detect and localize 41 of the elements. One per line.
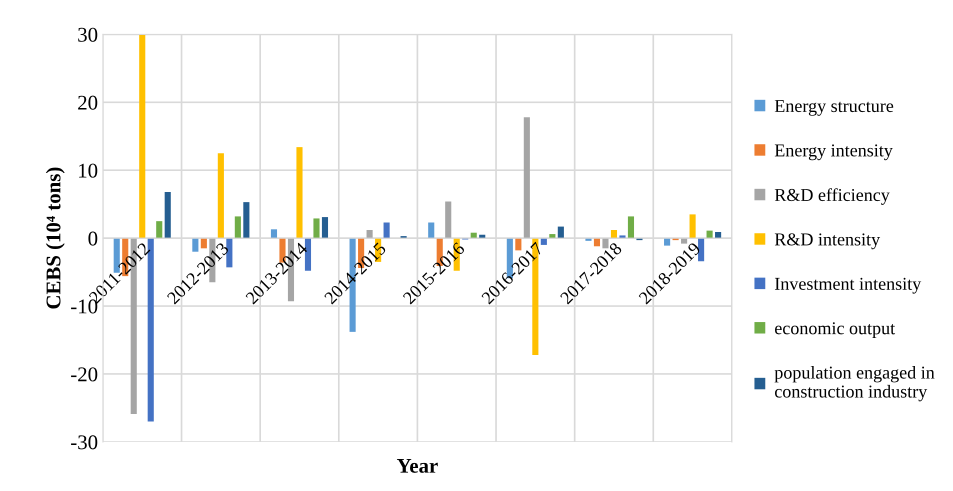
bar: [428, 222, 434, 238]
bar: [322, 217, 328, 238]
bar: [384, 222, 390, 238]
legend-label: Energy intensity: [774, 144, 893, 160]
bar: [479, 234, 486, 238]
legend-label: R&D efficiency: [774, 188, 890, 205]
bar: [585, 238, 592, 241]
y-axis-title: CEBS (10⁴ tons): [46, 168, 65, 309]
y-tick-label: -20: [71, 367, 98, 382]
y-tick-label: 30: [78, 28, 98, 42]
bar: [313, 218, 320, 238]
bar: [296, 147, 303, 238]
legend-label: economic output: [775, 322, 896, 338]
bar: [628, 216, 634, 238]
bar: [445, 201, 452, 238]
bar: [524, 117, 530, 238]
bar: [690, 214, 696, 238]
bar: [243, 202, 250, 238]
bar: [681, 238, 688, 244]
bar: [610, 230, 618, 238]
y-tick-label: -30: [71, 435, 98, 450]
bar: [156, 221, 162, 238]
bar: [540, 238, 547, 245]
bar: [706, 230, 713, 238]
legend-label: population engaged in construction industry: [774, 366, 934, 402]
bar: [164, 192, 171, 238]
x-axis-title: Year: [396, 459, 438, 473]
y-tick-label: 20: [78, 96, 98, 110]
bar: [470, 232, 477, 238]
bar: [558, 226, 564, 238]
bar: [218, 153, 224, 238]
y-tick-label: 10: [79, 164, 98, 178]
bar: [234, 216, 241, 238]
bar: [226, 238, 232, 268]
y-tick-label: 0: [88, 232, 98, 246]
bar: [366, 230, 373, 238]
legend-label: Energy structure: [774, 100, 894, 116]
bar: [698, 238, 704, 262]
legend-label: R&D intensity: [774, 233, 880, 250]
bar: [139, 35, 146, 238]
legend-label: Investment intensity: [774, 278, 922, 294]
